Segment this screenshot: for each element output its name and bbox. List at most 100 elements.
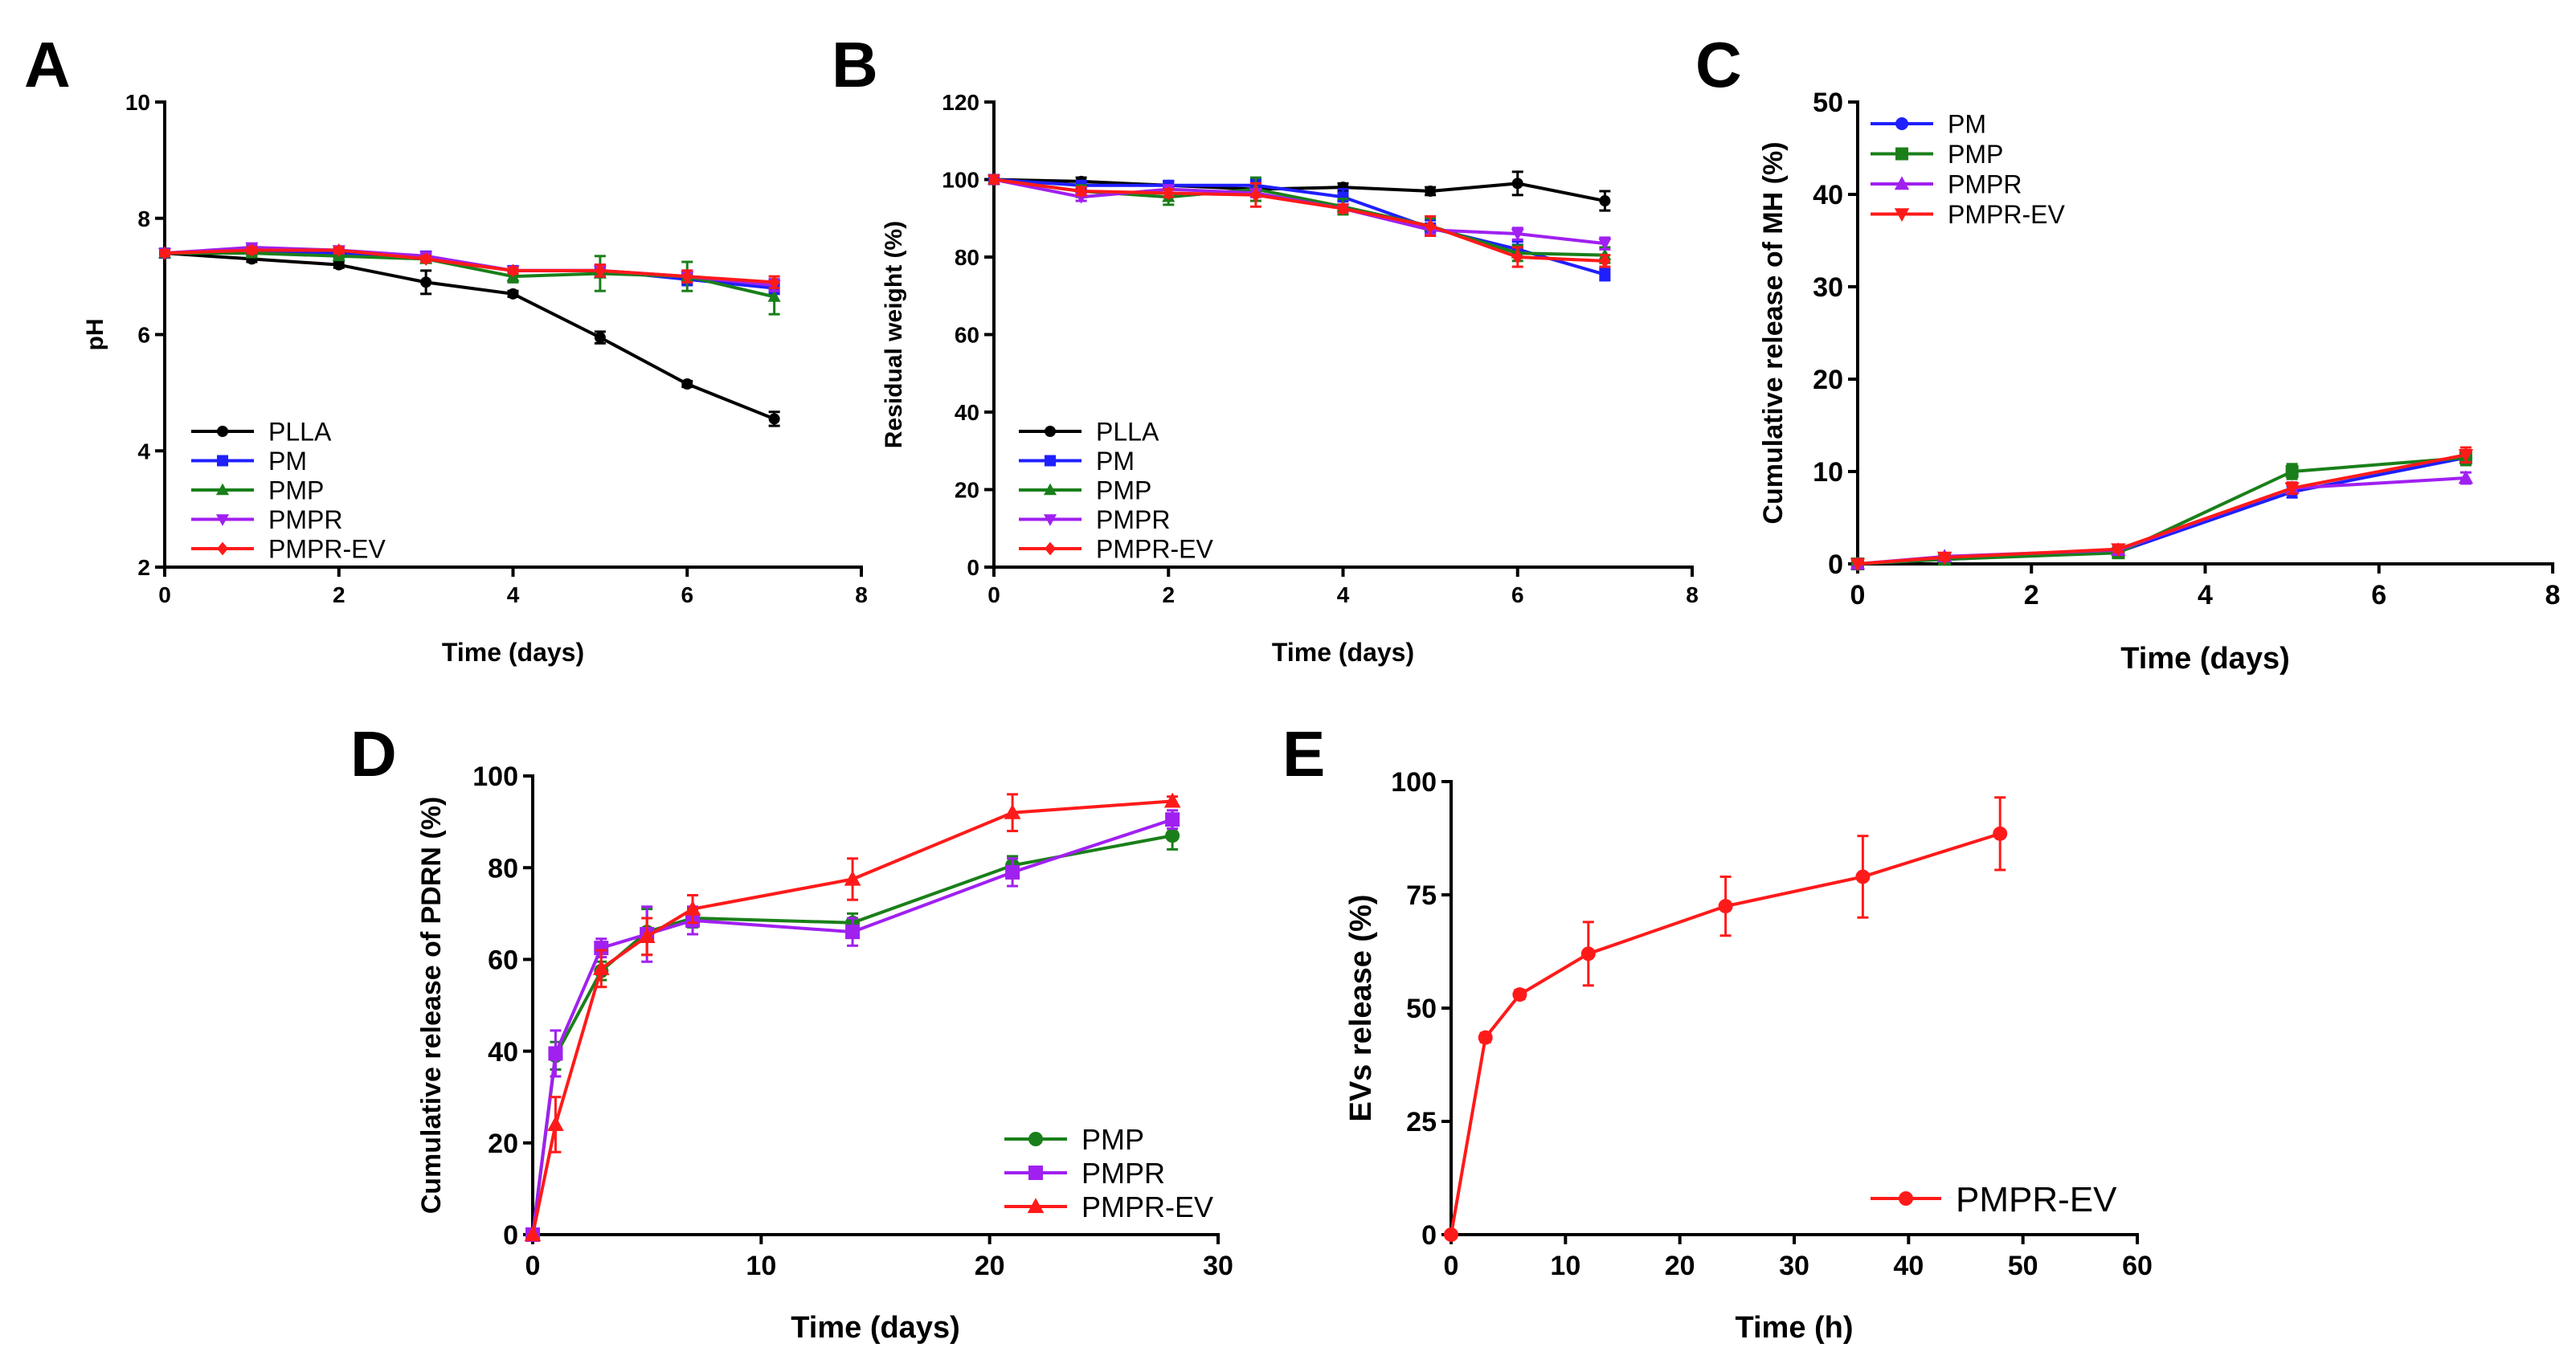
data-point bbox=[1165, 828, 1180, 843]
data-point bbox=[1993, 826, 2008, 841]
y-tick-label: 0 bbox=[1828, 549, 1843, 580]
y-tick-label: 0 bbox=[503, 1220, 518, 1251]
data-point bbox=[1004, 803, 1021, 819]
x-tick-label: 8 bbox=[1686, 582, 1699, 607]
x-tick-label: 0 bbox=[987, 582, 1000, 607]
y-axis-label: Residual weight (%) bbox=[881, 221, 907, 448]
data-point bbox=[1580, 946, 1596, 962]
y-axis-label: EVs release (%) bbox=[1344, 894, 1378, 1121]
x-axis-label: Time (days) bbox=[2120, 642, 2289, 676]
legend-marker bbox=[1895, 117, 1908, 130]
y-axis-label: Cumulative release of MH (%) bbox=[1758, 141, 1789, 524]
panel-letter: A bbox=[24, 29, 71, 100]
y-tick-label: 80 bbox=[955, 245, 979, 270]
legend-label: PMPR bbox=[1082, 1157, 1165, 1190]
data-point bbox=[638, 928, 656, 943]
data-point bbox=[2111, 543, 2126, 557]
y-tick-label: 2 bbox=[137, 555, 150, 580]
legend-label: PLLA bbox=[1096, 418, 1159, 447]
legend-marker bbox=[1043, 483, 1057, 496]
y-tick-label: 50 bbox=[1813, 88, 1843, 118]
x-tick-label: 10 bbox=[746, 1251, 776, 1281]
data-point bbox=[844, 870, 861, 886]
legend-marker bbox=[1895, 147, 1908, 161]
data-point bbox=[2458, 449, 2474, 463]
x-tick-label: 6 bbox=[681, 582, 693, 607]
data-point bbox=[681, 378, 693, 390]
series-pmpr-ev bbox=[988, 173, 1611, 268]
y-tick-label: 80 bbox=[488, 853, 518, 884]
data-point bbox=[1163, 792, 1181, 808]
x-axis-label: Time (days) bbox=[791, 1311, 959, 1345]
y-tick-label: 100 bbox=[942, 168, 979, 193]
x-tick-label: 10 bbox=[1550, 1251, 1580, 1281]
data-point bbox=[1718, 899, 1733, 914]
data-point bbox=[2284, 482, 2300, 496]
x-tick-label: 0 bbox=[1444, 1251, 1459, 1281]
data-point bbox=[594, 332, 606, 344]
series-line bbox=[1857, 453, 2467, 566]
data-point bbox=[1425, 219, 1437, 233]
data-point bbox=[1855, 869, 1871, 884]
data-point bbox=[767, 290, 781, 302]
y-tick-label: 120 bbox=[942, 90, 979, 115]
data-point bbox=[1936, 551, 1952, 566]
series-line bbox=[993, 178, 1605, 263]
data-point bbox=[1511, 228, 1524, 241]
y-tick-label: 20 bbox=[1813, 365, 1843, 395]
legend-marker bbox=[1045, 455, 1056, 467]
x-tick-label: 60 bbox=[2122, 1251, 2153, 1281]
series-pmpr-ev bbox=[524, 792, 1181, 1242]
series-line bbox=[164, 248, 775, 284]
x-tick-label: 30 bbox=[1203, 1251, 1233, 1281]
y-tick-label: 100 bbox=[1391, 767, 1437, 798]
y-tick-label: 40 bbox=[1813, 180, 1843, 210]
data-point bbox=[1599, 268, 1611, 280]
legend-label: PMPR bbox=[1096, 505, 1170, 534]
x-tick-label: 40 bbox=[1893, 1251, 1924, 1281]
data-point bbox=[547, 1116, 564, 1132]
data-point bbox=[2285, 465, 2299, 478]
legend-marker bbox=[1027, 1198, 1045, 1214]
data-point bbox=[768, 275, 780, 289]
data-point bbox=[1599, 195, 1611, 207]
data-point bbox=[524, 1226, 542, 1242]
data-point bbox=[594, 263, 606, 278]
x-tick-label: 8 bbox=[855, 582, 868, 607]
x-tick-label: 50 bbox=[2008, 1251, 2038, 1281]
y-tick-label: 40 bbox=[955, 400, 979, 425]
x-tick-label: 0 bbox=[525, 1251, 541, 1281]
y-tick-label: 50 bbox=[1406, 994, 1437, 1024]
data-point bbox=[420, 252, 432, 266]
data-point bbox=[507, 263, 519, 278]
y-axis-label: pH bbox=[82, 319, 108, 351]
data-point bbox=[246, 243, 258, 257]
legend-marker bbox=[1028, 1166, 1043, 1180]
x-axis-label: Time (h) bbox=[1735, 1311, 1853, 1345]
data-point bbox=[2458, 470, 2474, 484]
data-point bbox=[1075, 184, 1087, 198]
legend-label: PMP bbox=[1096, 476, 1151, 505]
legend-label: PMP bbox=[1082, 1123, 1144, 1156]
x-axis-label: Time (days) bbox=[1272, 638, 1414, 667]
legend-label: PMPR-EV bbox=[1948, 200, 2065, 229]
legend-marker bbox=[217, 426, 228, 437]
legend-label: PLLA bbox=[268, 418, 332, 447]
data-point bbox=[1599, 254, 1611, 268]
data-point bbox=[1163, 186, 1175, 200]
panel-e: E 0 10 20 30 40 50 60 0 25 50 75 100 Time (h) EVs rele… bbox=[1282, 718, 2153, 1345]
panel-letter: E bbox=[1282, 718, 1325, 790]
x-tick-label: 0 bbox=[1850, 580, 1866, 610]
legend-label: PMP bbox=[1948, 140, 2003, 169]
data-point bbox=[159, 246, 170, 260]
y-tick-label: 8 bbox=[137, 206, 150, 231]
legend-label: PM bbox=[268, 447, 307, 476]
data-point bbox=[1165, 812, 1180, 827]
data-point bbox=[1598, 238, 1612, 251]
legend-label: PM bbox=[1948, 110, 1986, 139]
y-tick-label: 25 bbox=[1406, 1107, 1437, 1137]
y-tick-label: 60 bbox=[955, 323, 979, 348]
